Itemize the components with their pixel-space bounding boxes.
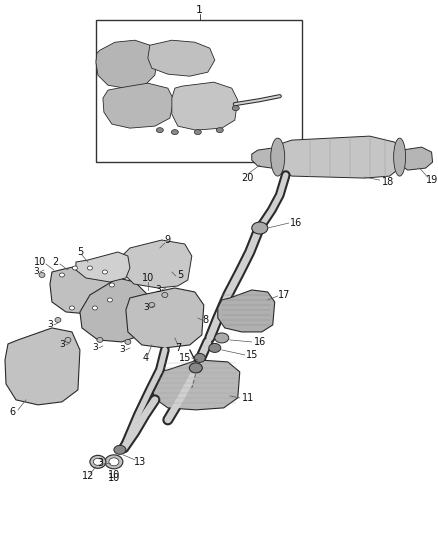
Text: 10: 10	[108, 473, 120, 483]
Polygon shape	[152, 360, 240, 410]
Text: 7: 7	[175, 343, 181, 353]
Ellipse shape	[394, 138, 406, 176]
Text: 20: 20	[242, 173, 254, 183]
Ellipse shape	[55, 318, 61, 322]
Ellipse shape	[114, 446, 126, 454]
Ellipse shape	[271, 138, 285, 176]
Text: 3: 3	[59, 341, 65, 350]
Ellipse shape	[107, 298, 113, 302]
Ellipse shape	[149, 302, 155, 308]
Ellipse shape	[93, 458, 102, 465]
Polygon shape	[5, 328, 80, 405]
Ellipse shape	[65, 337, 71, 342]
Polygon shape	[276, 136, 402, 178]
Polygon shape	[252, 148, 278, 168]
Ellipse shape	[216, 127, 223, 133]
Polygon shape	[398, 147, 433, 170]
Ellipse shape	[60, 273, 64, 277]
Polygon shape	[76, 252, 130, 282]
Text: 15: 15	[246, 350, 258, 360]
Text: 10: 10	[142, 273, 154, 283]
Text: 18: 18	[381, 177, 394, 187]
Text: 10: 10	[108, 470, 120, 480]
Ellipse shape	[72, 266, 78, 270]
Text: 3: 3	[92, 343, 98, 352]
Ellipse shape	[171, 130, 178, 135]
Polygon shape	[126, 288, 204, 348]
Ellipse shape	[102, 270, 107, 274]
Bar	[96, 20, 302, 162]
Ellipse shape	[105, 455, 123, 469]
Text: 8: 8	[203, 315, 209, 325]
Text: 3: 3	[97, 458, 103, 468]
Polygon shape	[148, 40, 215, 76]
Text: 5: 5	[77, 247, 83, 257]
Polygon shape	[50, 262, 118, 314]
Text: 1: 1	[196, 5, 203, 15]
Ellipse shape	[215, 333, 229, 343]
Ellipse shape	[232, 106, 239, 111]
Text: 13: 13	[134, 457, 146, 467]
Polygon shape	[103, 83, 174, 128]
Text: 15: 15	[179, 353, 191, 363]
Ellipse shape	[125, 340, 131, 344]
Text: 3: 3	[119, 345, 125, 354]
Polygon shape	[218, 290, 275, 332]
Text: 3: 3	[47, 320, 53, 329]
Polygon shape	[122, 240, 192, 288]
Polygon shape	[80, 278, 150, 342]
Text: 16: 16	[290, 218, 302, 228]
Ellipse shape	[90, 455, 106, 469]
Ellipse shape	[194, 130, 201, 135]
Ellipse shape	[156, 127, 163, 133]
Ellipse shape	[39, 272, 45, 278]
Text: 12: 12	[82, 471, 94, 481]
Polygon shape	[172, 82, 238, 130]
Text: 5: 5	[177, 270, 183, 280]
Ellipse shape	[162, 293, 168, 297]
Ellipse shape	[194, 353, 205, 362]
Text: 6: 6	[9, 407, 15, 417]
Text: 10: 10	[34, 257, 46, 267]
Text: 16: 16	[254, 337, 266, 347]
Text: 4: 4	[143, 353, 149, 363]
Ellipse shape	[88, 266, 92, 270]
Text: 3: 3	[33, 268, 39, 277]
Ellipse shape	[252, 222, 268, 234]
Text: 19: 19	[425, 175, 438, 185]
Ellipse shape	[92, 306, 97, 310]
Ellipse shape	[70, 306, 74, 310]
Text: 17: 17	[278, 290, 290, 300]
Text: 11: 11	[242, 393, 254, 403]
Text: 9: 9	[165, 235, 171, 245]
Polygon shape	[96, 40, 158, 88]
Ellipse shape	[189, 363, 202, 373]
Ellipse shape	[110, 283, 114, 287]
Ellipse shape	[109, 458, 119, 466]
Ellipse shape	[97, 337, 103, 342]
Ellipse shape	[209, 343, 221, 352]
Text: 2: 2	[52, 257, 58, 267]
Text: 3: 3	[155, 286, 161, 294]
Text: 3: 3	[143, 303, 149, 312]
